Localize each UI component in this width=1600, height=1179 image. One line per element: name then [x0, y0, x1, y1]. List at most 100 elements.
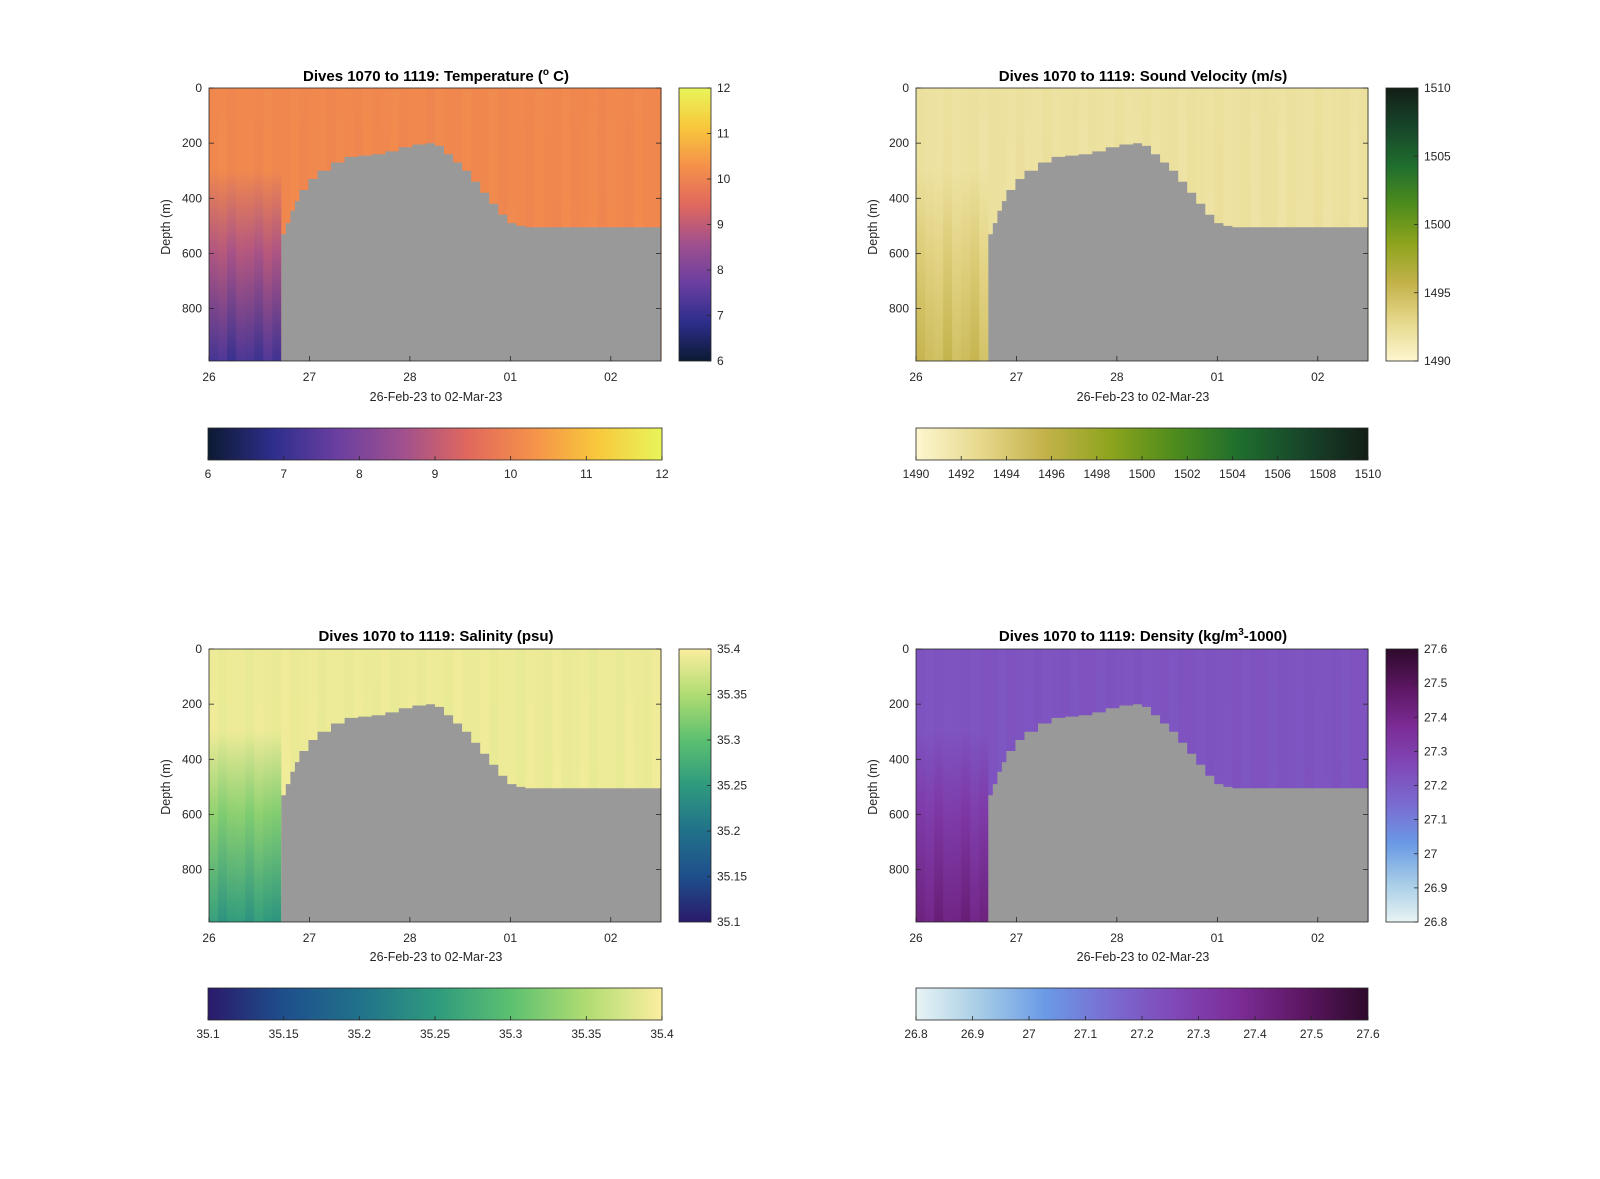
colorbar-horizontal [915, 427, 1369, 461]
y-tick-label: 400 [182, 191, 202, 205]
heatmap-column [633, 88, 644, 361]
heatmap-column [979, 88, 989, 361]
x-tick-label: 27 [303, 931, 317, 945]
heatmap-column [1349, 88, 1360, 361]
heatmap-column [1322, 649, 1333, 922]
heatmap-column [516, 649, 526, 922]
heatmap-column [651, 88, 662, 361]
heatmap-column [254, 88, 264, 361]
colorbar-vertical [678, 87, 712, 362]
colorbar-tick-label: 10 [717, 172, 731, 186]
heatmap-column [570, 88, 581, 361]
y-tick-label: 0 [902, 81, 909, 95]
heatmap-column [561, 649, 572, 922]
colorbar-tick-label: 6 [717, 354, 724, 368]
colorbar-h-tick-label: 10 [504, 467, 518, 481]
heatmap-column [606, 88, 617, 361]
x-tick-label: 02 [1311, 370, 1325, 384]
colorbar-h-tick-label: 1506 [1264, 467, 1291, 481]
x-tick-label: 28 [1110, 931, 1124, 945]
y-tick-label: 800 [889, 863, 909, 877]
heatmap-column [1250, 88, 1261, 361]
heatmap-column [272, 649, 282, 922]
colorbar-tick-label: 1505 [1424, 149, 1451, 163]
x-tick-label: 01 [1211, 931, 1225, 945]
heatmap-column [534, 88, 545, 361]
colorbar-h-tick-label: 27.5 [1300, 1027, 1324, 1041]
heatmap-column [1304, 649, 1315, 922]
panel-title: Dives 1070 to 1119: Temperature (o C) [303, 67, 569, 85]
heatmap-column [1358, 649, 1369, 922]
heatmap-column [1313, 88, 1324, 361]
heatmap-column [651, 649, 662, 922]
heatmap-column [952, 88, 962, 361]
colorbar-tick-label: 26.9 [1424, 881, 1448, 895]
colorbar-h-tick-label: 35.1 [196, 1027, 220, 1041]
colorbar-tick-label: 1490 [1424, 354, 1451, 368]
heatmap-column [597, 649, 608, 922]
heatmap-column [561, 88, 572, 361]
heatmap-column [624, 88, 635, 361]
panel-title: Dives 1070 to 1119: Density (kg/m3-1000) [999, 627, 1287, 645]
colorbar-horizontal [207, 427, 663, 461]
x-axis-label: 26-Feb-23 to 02-Mar-23 [370, 950, 503, 964]
colorbar-h-tick-label: 27.6 [1356, 1027, 1380, 1041]
heatmap-column [1277, 88, 1288, 361]
heatmap-column [570, 649, 581, 922]
colorbar-h-tick-label: 6 [205, 467, 212, 481]
y-tick-label: 800 [182, 863, 202, 877]
heatmap-column [943, 88, 953, 361]
colorbar-h-tick-label: 35.4 [650, 1027, 674, 1041]
axes-frame [208, 648, 662, 923]
colorbar-tick-label: 27 [1424, 847, 1438, 861]
heatmap-column [952, 649, 962, 922]
heatmap-column [236, 88, 246, 361]
y-tick-label: 400 [889, 752, 909, 766]
heatmap-column [1295, 88, 1306, 361]
colorbar-tick-label: 35.3 [717, 733, 741, 747]
colorbar-h-tick-label: 26.9 [961, 1027, 985, 1041]
heatmap-column [1340, 649, 1351, 922]
heatmap-column [1259, 88, 1270, 361]
colorbar-h-tick-label: 35.2 [348, 1027, 372, 1041]
colorbar-tick-label: 35.1 [717, 915, 741, 929]
colorbar-h-tick-label: 1502 [1174, 467, 1201, 481]
heatmap-column [272, 88, 282, 361]
colorbar-tick-label: 1500 [1424, 218, 1451, 232]
x-tick-label: 02 [1311, 931, 1325, 945]
heatmap-column [943, 649, 953, 922]
seafloor-mask [988, 143, 1368, 361]
density-panel: Dives 1070 to 1119: Density (kg/m3-1000)… [866, 627, 1448, 1041]
heatmap-column [934, 649, 944, 922]
x-axis-label: 26-Feb-23 to 02-Mar-23 [1077, 390, 1210, 404]
heatmap-column [916, 649, 926, 922]
y-axis-label: Depth (m) [159, 759, 173, 815]
heatmap-column [1259, 649, 1270, 922]
heatmap-column [1322, 88, 1333, 361]
colorbar-h-tick-label: 8 [356, 467, 363, 481]
x-axis-label: 26-Feb-23 to 02-Mar-23 [1077, 950, 1210, 964]
heatmap-column [934, 88, 944, 361]
heatmap-column [642, 88, 653, 361]
colorbar-tick-label: 8 [717, 263, 724, 277]
x-tick-label: 01 [1211, 370, 1225, 384]
heatmap-column [642, 649, 653, 922]
colorbar-h-tick-label: 35.35 [571, 1027, 601, 1041]
axes-frame [208, 87, 662, 362]
y-tick-label: 600 [889, 246, 909, 260]
colorbar-vertical [1385, 648, 1419, 923]
y-tick-label: 200 [182, 136, 202, 150]
heatmap-column [1232, 88, 1243, 361]
colorbar-h-tick-label: 27 [1022, 1027, 1036, 1041]
heatmap-column [263, 88, 273, 361]
heatmap-column [1331, 649, 1342, 922]
colorbar-h-tick-label: 26.8 [904, 1027, 928, 1041]
heatmap-column [970, 649, 980, 922]
heatmap-column [1250, 649, 1261, 922]
x-tick-label: 26 [909, 370, 923, 384]
colorbar-tick-label: 1510 [1424, 81, 1451, 95]
heatmap-column [552, 88, 563, 361]
heatmap-column [1241, 88, 1252, 361]
colorbar-tick-label: 12 [717, 81, 731, 95]
heatmap-column [1358, 88, 1369, 361]
